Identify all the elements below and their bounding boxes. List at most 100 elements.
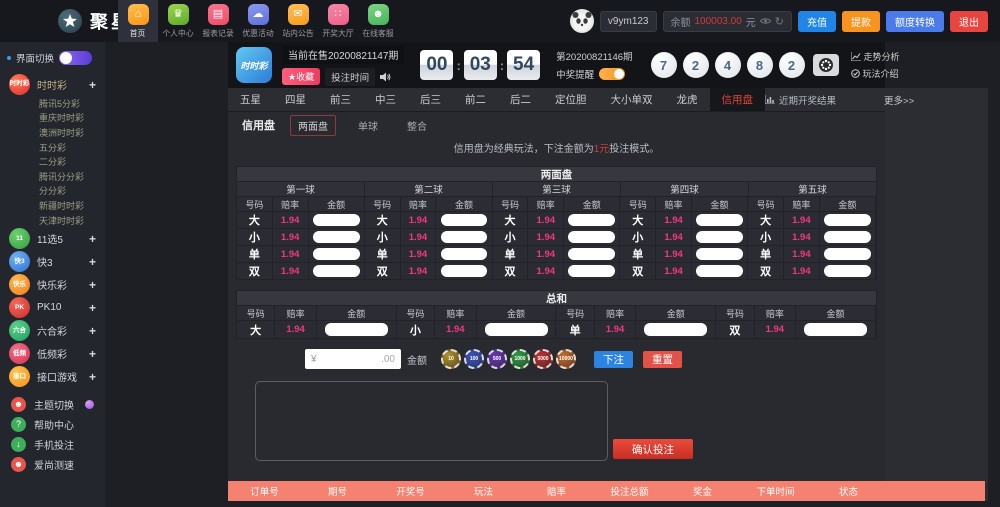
nav-item-7[interactable]: ☻ 在线客服: [358, 0, 398, 42]
bet-option[interactable]: 大: [492, 212, 529, 229]
rules-link[interactable]: 玩法介绍: [850, 67, 900, 80]
bet-amount-input[interactable]: [440, 214, 488, 226]
topbar-action-4[interactable]: 退出: [950, 10, 988, 32]
nav-item-6[interactable]: ∷ 开奖大厅: [318, 0, 358, 42]
amount-input[interactable]: [319, 353, 379, 365]
bet-amount-input[interactable]: [312, 248, 360, 260]
sidebar-subitem[interactable]: 澳洲时时彩: [39, 127, 85, 138]
sidebar-subitem[interactable]: 腾讯分分彩: [39, 171, 85, 182]
sidebar-tool-4[interactable]: ☻ 爱尚测速: [0, 454, 105, 474]
sidebar-tool-1[interactable]: ☻ 主题切换: [0, 394, 105, 414]
bet-amount-input[interactable]: [484, 323, 548, 336]
bet-option[interactable]: 单: [620, 246, 657, 263]
bet-amount-input[interactable]: [823, 248, 871, 260]
win-remind-toggle[interactable]: [599, 68, 626, 80]
bet-option[interactable]: 双: [492, 263, 529, 280]
bet-option[interactable]: 双: [620, 263, 657, 280]
nav-item-2[interactable]: ♛ 个人中心: [158, 0, 198, 42]
eye-icon[interactable]: [759, 17, 771, 25]
sidebar-subitem[interactable]: 重庆时时彩: [39, 113, 85, 124]
bet-slip-textarea[interactable]: [255, 381, 608, 461]
bet-option[interactable]: 小: [492, 229, 529, 246]
bet-option[interactable]: 单: [492, 246, 529, 263]
bet-amount-input[interactable]: [568, 214, 616, 226]
expand-plus-icon[interactable]: +: [88, 231, 96, 246]
favorite-button[interactable]: ★收藏: [282, 68, 321, 85]
bet-option[interactable]: 单: [748, 246, 784, 263]
sidebar-group-1[interactable]: 时时彩 时时彩 +: [0, 73, 105, 96]
expand-plus-icon[interactable]: +: [88, 300, 96, 315]
sidebar-tool-2[interactable]: ? 帮助中心: [0, 414, 105, 434]
bet-amount-input[interactable]: [823, 231, 871, 243]
chip-100[interactable]: 100: [464, 349, 484, 369]
expand-plus-icon[interactable]: +: [88, 323, 96, 338]
bet-option[interactable]: 双: [716, 321, 755, 339]
tab-3[interactable]: 前三: [330, 94, 351, 106]
bet-option[interactable]: 双: [364, 263, 401, 280]
tab-9[interactable]: 大小单双: [610, 94, 653, 106]
bet-amount-input[interactable]: [823, 265, 871, 277]
expand-plus-icon[interactable]: +: [88, 77, 96, 92]
nav-item-5[interactable]: ✉ 站内公告: [278, 0, 318, 42]
bet-amount-input[interactable]: [696, 248, 744, 260]
bet-amount-input[interactable]: [312, 214, 360, 226]
chip-10000[interactable]: 10000: [556, 349, 576, 369]
bet-amount-input[interactable]: [440, 265, 488, 277]
bet-amount-input[interactable]: [696, 214, 744, 226]
chip-500[interactable]: 500: [487, 349, 507, 369]
tab-4[interactable]: 中三: [375, 94, 396, 106]
bet-amount-input[interactable]: [568, 231, 616, 243]
bet-option[interactable]: 小: [748, 229, 784, 246]
sidebar-group-6[interactable]: 六合 六合彩 +: [0, 319, 105, 342]
sidebar-tool-3[interactable]: ↓ 手机投注: [0, 434, 105, 454]
tab-6[interactable]: 前二: [465, 94, 486, 106]
sidebar-group-5[interactable]: PK PK10 +: [0, 296, 105, 319]
sidebar-subitem[interactable]: 天津时时彩: [39, 215, 85, 226]
sidebar-group-7[interactable]: 低频 低频彩 +: [0, 342, 105, 365]
nav-item-4[interactable]: ☁ 优惠活动: [238, 0, 278, 42]
bet-option[interactable]: 小: [237, 229, 273, 246]
bet-option[interactable]: 大: [364, 212, 401, 229]
trend-link[interactable]: 走势分析: [850, 50, 900, 63]
expand-plus-icon[interactable]: +: [88, 277, 96, 292]
speaker-icon[interactable]: [380, 72, 391, 82]
bet-amount-input[interactable]: [568, 265, 616, 277]
tab-2[interactable]: 四星: [285, 94, 306, 106]
refresh-icon[interactable]: ↻: [774, 15, 784, 28]
subtab-1[interactable]: 两面盘: [290, 114, 336, 136]
chip-1000[interactable]: 1000: [510, 349, 530, 369]
tab-1[interactable]: 五星: [240, 94, 261, 106]
bet-option[interactable]: 大: [237, 212, 273, 229]
bet-option[interactable]: 单: [237, 246, 273, 263]
sidebar-group-4[interactable]: 快乐 快乐彩 +: [0, 273, 105, 296]
bet-option[interactable]: 小: [396, 321, 436, 339]
nav-item-1[interactable]: ⌂ 首页: [118, 0, 158, 42]
bet-option[interactable]: 大: [748, 212, 784, 229]
recent-results-link[interactable]: 近期开奖结果: [765, 93, 836, 107]
bet-amount-input[interactable]: [568, 248, 616, 260]
confirm-bet-button[interactable]: 确认投注: [613, 439, 693, 459]
bet-amount-input[interactable]: [696, 231, 744, 243]
avatar[interactable]: [569, 9, 594, 33]
sidebar-subitem[interactable]: 腾讯5分彩: [39, 98, 81, 109]
bet-amount-input[interactable]: [312, 265, 360, 277]
bet-option[interactable]: 小: [364, 229, 401, 246]
topbar-action-3[interactable]: 额度转换: [886, 10, 944, 32]
expand-plus-icon[interactable]: +: [88, 369, 96, 384]
topbar-action-1[interactable]: 充值: [798, 10, 836, 32]
ui-switch-toggle[interactable]: [59, 51, 93, 65]
bet-amount-input[interactable]: [804, 323, 868, 336]
bet-option[interactable]: 单: [556, 321, 595, 339]
tab-11[interactable]: 信用盘: [709, 88, 765, 111]
sidebar-subitem[interactable]: 二分彩: [39, 157, 67, 168]
subtab-2[interactable]: 单球: [358, 121, 378, 133]
bet-option[interactable]: 单: [364, 246, 401, 263]
sidebar-subitem[interactable]: 新疆时时彩: [39, 200, 85, 211]
bet-option[interactable]: 大: [620, 212, 657, 229]
bet-button[interactable]: 下注: [594, 350, 633, 368]
topbar-action-2[interactable]: 提款: [842, 10, 880, 32]
reset-button[interactable]: 重置: [643, 350, 682, 368]
bet-amount-input[interactable]: [644, 323, 708, 336]
bet-amount-input[interactable]: [440, 248, 488, 260]
tab-10[interactable]: 龙虎: [676, 94, 698, 106]
